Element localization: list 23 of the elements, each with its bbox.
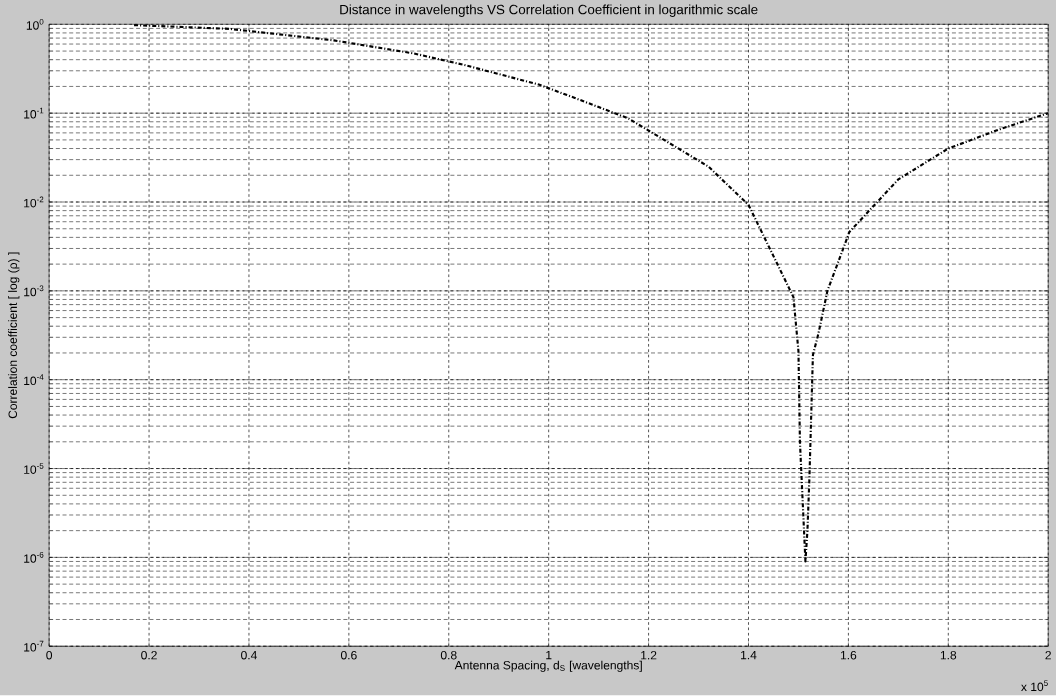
y-tick-label: 10$^{-2}$	[24, 196, 44, 208]
x-tick-label: 0.8	[440, 651, 457, 660]
y-axis-title: Correlation coefficient [ log (ρ) ]	[8, 252, 20, 419]
x-tick-label: 1.4	[741, 651, 757, 660]
y-tick-label: 10$^{-1}$	[24, 108, 44, 119]
y-tick-label: 10$^{-4}$	[24, 374, 44, 386]
x-axis-title: Antenna Spacing, d$_{S}$ [wavelengths]	[454, 660, 642, 673]
y-tick-label: 10$^{-5}$	[24, 463, 44, 475]
x-tick-label: 1.8	[940, 651, 957, 660]
x-tick-label: 0.4	[241, 651, 257, 660]
y-tick-label: 10$^{-3}$	[24, 285, 44, 297]
x-tick-label: 0.6	[340, 651, 357, 660]
x-tick-label: 0.2	[141, 651, 157, 660]
text: x 10$^{5}$	[1021, 680, 1048, 692]
y-tick-label: 10$^{-7}$	[24, 641, 44, 652]
y-tick-label: 10$^{-6}$	[24, 552, 44, 564]
x-tick-label: 0	[46, 651, 53, 660]
x-tick-label: 1.2	[641, 651, 657, 660]
x-tick-label: 1	[546, 651, 552, 660]
y-tick-label: 10$^{0}$	[26, 19, 44, 30]
x-tick-label: 1.6	[840, 651, 857, 660]
x-tick-label: 2	[1045, 651, 1051, 660]
chart-title: Distance in wavelengths VS Correlation Coefficient in logarithmic scale	[340, 4, 758, 18]
